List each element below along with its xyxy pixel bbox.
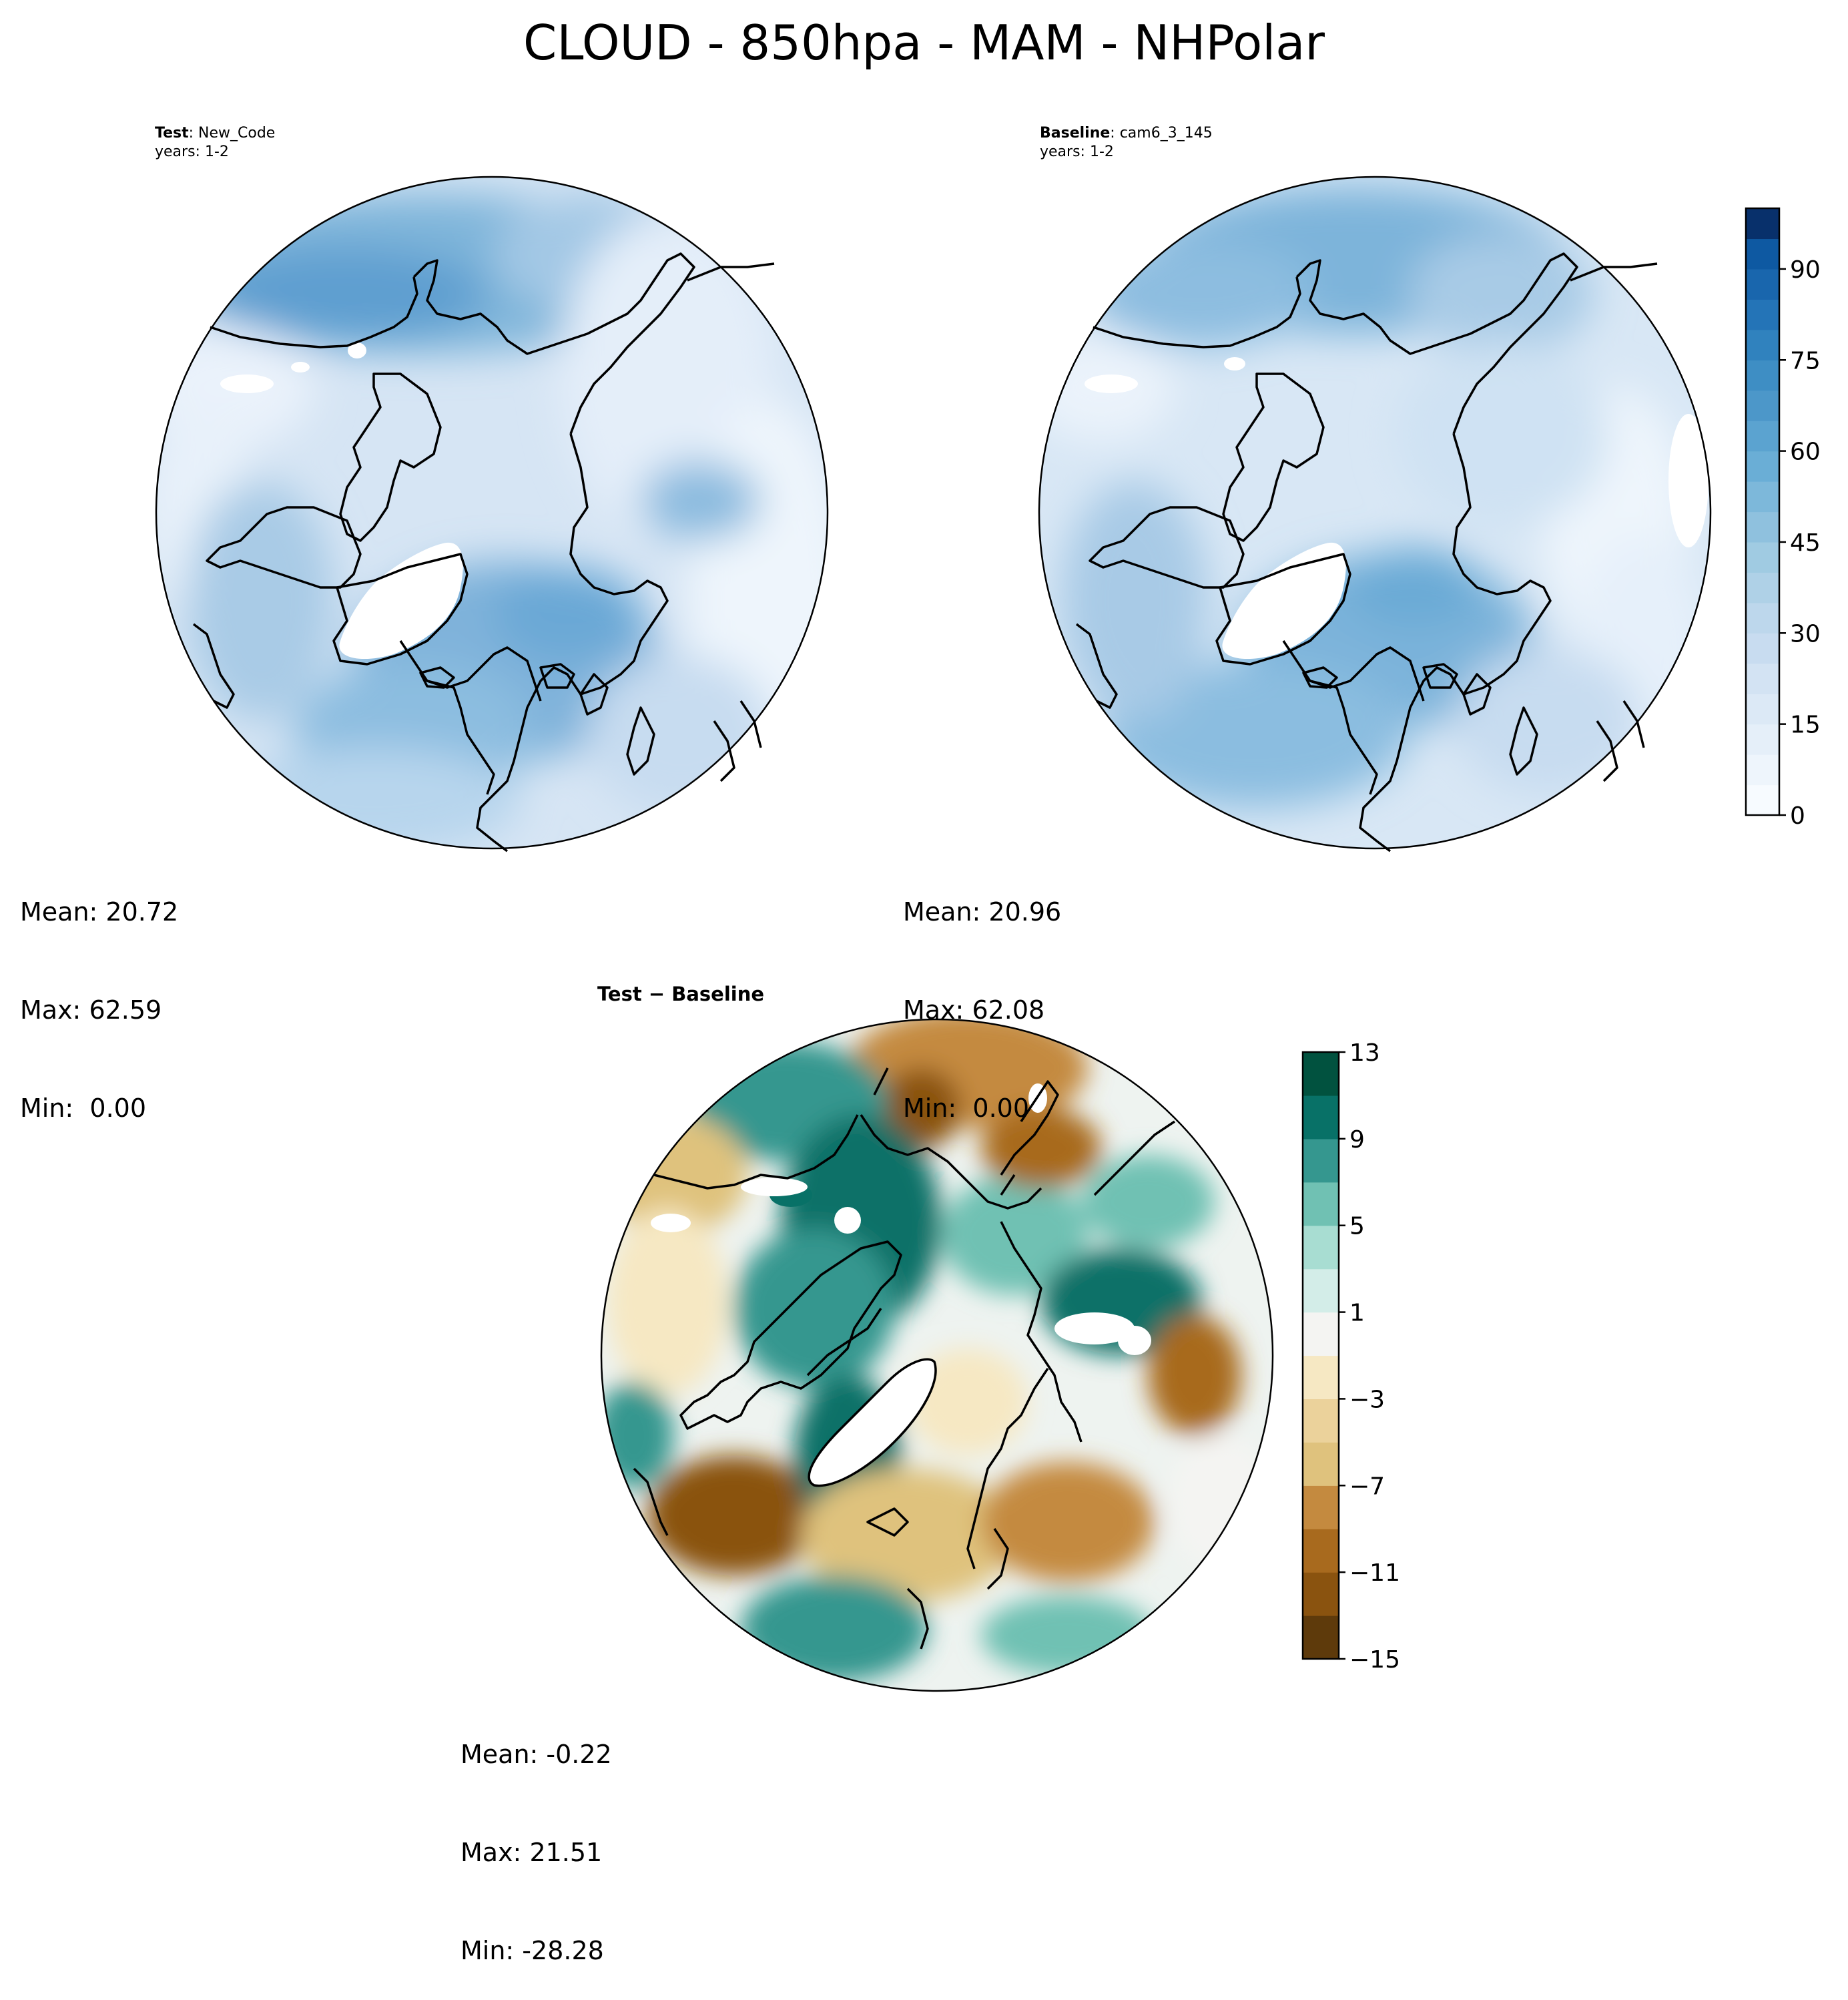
baseline-years: years: 1-2 bbox=[1040, 144, 1114, 160]
main-colorbar-segment bbox=[1746, 451, 1779, 482]
baseline-map bbox=[1038, 176, 1712, 852]
main-colorbar-segment bbox=[1746, 299, 1779, 330]
difference-colorbar-segment bbox=[1303, 1312, 1339, 1356]
main-colorbar-tick-label: 30 bbox=[1790, 620, 1821, 648]
main-colorbar-tick-label: 75 bbox=[1790, 347, 1821, 374]
baseline-mean: Mean: 20.96 bbox=[903, 897, 1062, 927]
difference-colorbar-tick-label: 9 bbox=[1349, 1126, 1365, 1154]
test-stats: Mean: 20.72 Max: 62.59 Min: 0.00 bbox=[20, 830, 178, 1158]
main-colorbar-segment bbox=[1746, 208, 1779, 240]
difference-colorbar-segment bbox=[1303, 1529, 1339, 1573]
difference-colorbar-tick-label: 13 bbox=[1349, 1039, 1380, 1067]
difference-colorbar-segment bbox=[1303, 1225, 1339, 1270]
main-colorbar-segment bbox=[1746, 541, 1779, 573]
main-colorbar-segment bbox=[1746, 572, 1779, 603]
main-colorbar-segment bbox=[1746, 633, 1779, 664]
difference-colorbar-frame bbox=[1301, 1051, 1340, 1660]
baseline-map-boundary bbox=[1038, 176, 1712, 850]
difference-colorbar-segment bbox=[1303, 1485, 1339, 1529]
main-colorbar-segment bbox=[1746, 329, 1779, 360]
difference-colorbar-segment bbox=[1303, 1355, 1339, 1400]
test-case-name: : New_Code bbox=[188, 125, 276, 142]
baseline-cloud-field bbox=[1039, 177, 1711, 848]
test-case-label: Test: New_Code years: 1-2 bbox=[155, 124, 275, 162]
main-colorbar-segment bbox=[1746, 784, 1779, 816]
test-mean: Mean: 20.72 bbox=[20, 897, 179, 927]
difference-colorbar-segment bbox=[1303, 1442, 1339, 1486]
difference-colorbar-tick-label: −7 bbox=[1349, 1473, 1385, 1500]
main-colorbar-segment bbox=[1746, 390, 1779, 421]
difference-colorbar-tick-label: −11 bbox=[1349, 1559, 1400, 1587]
main-colorbar-segment bbox=[1746, 511, 1779, 543]
difference-colorbar-tick-label: 1 bbox=[1349, 1300, 1365, 1327]
test-max: Max: 62.59 bbox=[20, 995, 162, 1025]
figure-title: CLOUD - 850hpa - MAM - NHPolar bbox=[523, 15, 1325, 71]
main-colorbar-segment bbox=[1746, 724, 1779, 755]
test-map-boundary bbox=[155, 176, 829, 850]
difference-title: Test − Baseline bbox=[597, 983, 765, 1005]
baseline-min: Min: 0.00 bbox=[903, 1093, 1029, 1123]
difference-mean: Mean: -0.22 bbox=[460, 1740, 612, 1769]
main-colorbar-segment bbox=[1746, 360, 1779, 391]
difference-min: Min: -28.28 bbox=[460, 1936, 604, 1965]
baseline-max: Max: 62.08 bbox=[903, 995, 1045, 1025]
greenland-blank bbox=[339, 542, 463, 660]
difference-colorbar-segment bbox=[1303, 1138, 1339, 1183]
main-colorbar: 0 15 30 45 60 75 90 bbox=[1745, 207, 1821, 830]
test-map bbox=[155, 176, 829, 852]
difference-coastlines bbox=[633, 1067, 1175, 1650]
test-label-bold: Test bbox=[155, 125, 189, 142]
main-colorbar-segment bbox=[1746, 602, 1779, 634]
main-colorbar-tick-label: 45 bbox=[1790, 529, 1821, 557]
difference-colorbar-segment bbox=[1303, 1052, 1339, 1096]
difference-map bbox=[600, 1018, 1274, 1692]
main-colorbar-segment bbox=[1746, 268, 1779, 300]
baseline-label-bold: Baseline bbox=[1040, 125, 1111, 142]
main-colorbar-segment bbox=[1746, 754, 1779, 786]
main-colorbar-segment bbox=[1746, 694, 1779, 725]
difference-colorbar-segment bbox=[1303, 1615, 1339, 1660]
main-colorbar-segment bbox=[1746, 421, 1779, 452]
main-colorbar-segment bbox=[1746, 238, 1779, 270]
main-colorbar-frame bbox=[1745, 207, 1781, 816]
main-colorbar-tick-label: 60 bbox=[1790, 439, 1821, 466]
difference-colorbar: −15 −11 −7 −3 1 5 9 13 bbox=[1301, 1039, 1400, 1674]
test-min: Min: 0.00 bbox=[20, 1093, 146, 1123]
difference-colorbar-segment bbox=[1303, 1572, 1339, 1616]
difference-colorbar-segment bbox=[1303, 1182, 1339, 1226]
baseline-coastlines bbox=[1075, 252, 1658, 852]
difference-colorbar-tick-label: −15 bbox=[1349, 1646, 1400, 1674]
main-colorbar-tick-label: 90 bbox=[1790, 256, 1821, 284]
baseline-case-label: Baseline: cam6_3_145 years: 1-2 bbox=[1040, 124, 1213, 162]
difference-colorbar-tick-label: −3 bbox=[1349, 1386, 1385, 1413]
difference-map-boundary bbox=[600, 1018, 1274, 1692]
baseline-case-name: : cam6_3_145 bbox=[1110, 125, 1213, 142]
main-colorbar-tick-label: 0 bbox=[1790, 802, 1805, 830]
difference-colorbar-tick-label: 5 bbox=[1349, 1213, 1365, 1240]
baseline-stats: Mean: 20.96 Max: 62.08 Min: 0.00 bbox=[903, 830, 1061, 1158]
difference-colorbar-segment bbox=[1303, 1095, 1339, 1140]
test-cloud-field bbox=[156, 177, 828, 848]
test-coastlines bbox=[192, 252, 775, 852]
difference-max: Max: 21.51 bbox=[460, 1838, 603, 1867]
test-years: years: 1-2 bbox=[155, 144, 229, 160]
main-colorbar-tick-label: 15 bbox=[1790, 712, 1821, 739]
main-colorbar-segment bbox=[1746, 663, 1779, 694]
greenland-blank bbox=[809, 1359, 936, 1486]
main-colorbar-segment bbox=[1746, 481, 1779, 513]
difference-colorbar-segment bbox=[1303, 1399, 1339, 1443]
difference-field bbox=[601, 1019, 1273, 1691]
greenland-blank bbox=[1222, 542, 1346, 660]
difference-stats: Mean: -0.22 Max: 21.51 Min: -28.28 bbox=[460, 1673, 612, 2000]
difference-colorbar-segment bbox=[1303, 1268, 1339, 1313]
